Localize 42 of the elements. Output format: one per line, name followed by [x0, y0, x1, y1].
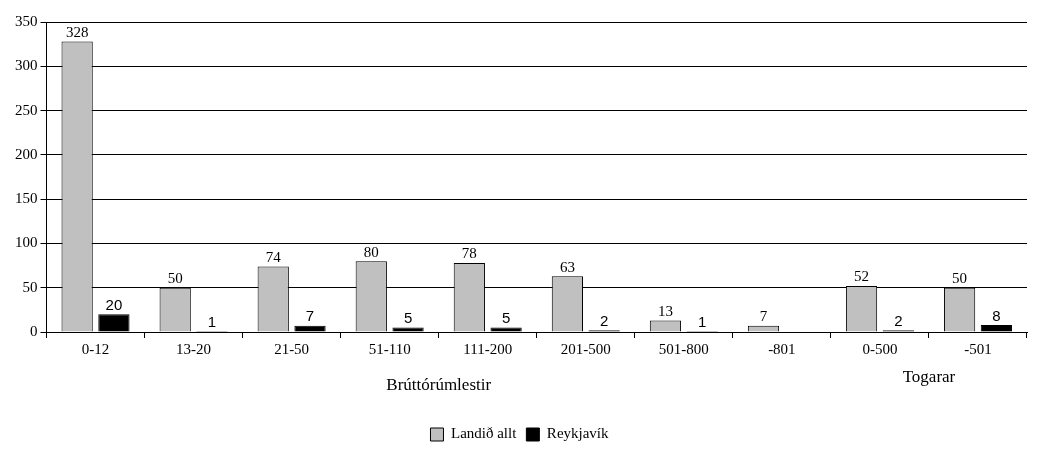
text: Togarar: [902, 366, 956, 386]
y-tick-label: 200: [15, 145, 38, 162]
x-tick-label: 0-12: [81, 340, 110, 357]
data-label: 7: [305, 307, 315, 325]
data-label: 20: [105, 295, 123, 313]
bar: [98, 314, 130, 332]
data-label: 78: [461, 245, 477, 262]
y-tick-label: 50: [22, 278, 38, 295]
y-tick-label: 150: [15, 190, 38, 207]
data-label: 1: [207, 312, 217, 330]
y-tick-label: 350: [15, 12, 38, 29]
data-label: 63: [559, 258, 575, 275]
x-tick-label: 0-500: [862, 340, 898, 357]
data-label: 52: [854, 268, 870, 285]
data-label: 80: [363, 243, 379, 260]
x-tick-label: 51-110: [368, 340, 411, 357]
y-tick-label: 300: [15, 57, 38, 74]
data-label: 1: [698, 312, 707, 330]
data-label: 74: [265, 248, 282, 265]
data-label: 8: [992, 306, 1001, 324]
x-tick-label: 21-50: [274, 340, 310, 357]
data-label: 328: [65, 23, 89, 40]
legend-label: Landið allt: [450, 425, 518, 442]
legend-label: Reykjavík: [546, 425, 610, 442]
x-tick-label: -801: [768, 340, 796, 357]
data-label: 50: [952, 270, 968, 287]
y-tick-label: 250: [15, 101, 38, 118]
data-label: 2: [599, 311, 609, 329]
data-label: 5: [403, 309, 413, 327]
data-label: 13: [657, 302, 673, 319]
x-tick-label: 13-20: [176, 340, 212, 357]
x-tick-label: -501: [964, 340, 992, 357]
x-tick-label: 201-500: [560, 340, 611, 357]
data-label: 5: [501, 309, 511, 327]
x-tick-label: 501-800: [658, 340, 709, 357]
x-tick-label: 111-200: [463, 340, 513, 357]
x-axis-title: Brúttórúmlestir: [386, 374, 492, 394]
data-label: 2: [894, 311, 903, 329]
y-tick-label: 100: [15, 234, 38, 251]
data-label: 50: [167, 270, 183, 287]
data-label: 7: [759, 308, 768, 325]
y-tick-label: 0: [30, 322, 38, 339]
